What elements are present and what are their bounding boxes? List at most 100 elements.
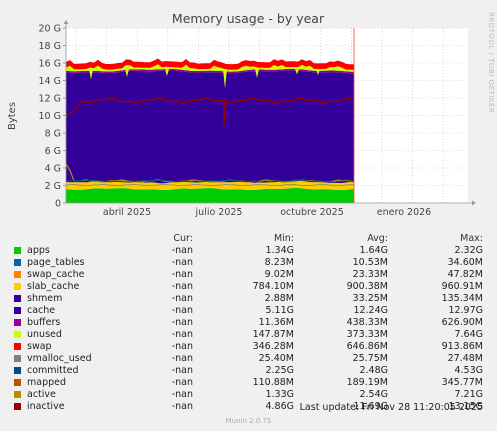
legend-avg: 33.25M [352, 293, 388, 304]
buffers-area [66, 68, 354, 74]
legend-max: 7.21G [454, 389, 483, 400]
chart-axes: 0 2 G 4 G 6 G 8 G 10 G 12 G 14 G 16 G 18 G 20 G abr… [39, 20, 476, 218]
x-tick-label: julio 2025 [195, 207, 243, 218]
y-tick-label: 2 G [45, 181, 61, 192]
legend-cur: -nan [171, 317, 193, 328]
legend-avg: 10.53M [352, 257, 388, 268]
legend-name: inactive [27, 401, 65, 412]
legend-min: 147.87M [252, 329, 294, 340]
legend-swatch [14, 247, 21, 254]
legend-table: Cur: Min: Avg: Max: apps -nan 1.34G 1.64G 2.… [0, 233, 497, 413]
chart-areas [66, 58, 354, 203]
y-tick-label: 16 G [39, 59, 61, 70]
unused-spike [223, 69, 227, 89]
y-tick-label: 12 G [39, 94, 61, 105]
legend-max: 47.82M [447, 269, 483, 280]
cache-area [66, 70, 354, 184]
legend-swatch [14, 355, 21, 362]
legend-swatch [14, 307, 21, 314]
legend-name: slab_cache [27, 281, 80, 292]
legend-avg: 2.54G [359, 389, 388, 400]
legend-row: swap_cache -nan 9.02M 23.33M 47.82M [0, 269, 497, 281]
legend-max: 12.97G [448, 305, 483, 316]
legend-header-avg: Avg: [367, 233, 388, 244]
legend-cur: -nan [171, 257, 193, 268]
legend-cur: -nan [171, 401, 193, 412]
legend-swatch [14, 271, 21, 278]
legend-row: mapped -nan 110.88M 189.19M 345.77M [0, 377, 497, 389]
legend-row: vmalloc_used -nan 25.40M 25.75M 27.48M [0, 353, 497, 365]
y-tick-label: 18 G [39, 41, 61, 52]
unused-spike [316, 69, 320, 76]
x-tick-label: enero 2026 [377, 207, 431, 218]
legend-header: Cur: Min: Avg: Max: [0, 233, 497, 245]
chart-title: Memory usage - by year [172, 11, 325, 26]
legend-max: 960.91M [441, 281, 483, 292]
legend-swatch [14, 403, 21, 410]
legend-min: 8.23M [264, 257, 294, 268]
legend-row: shmem -nan 2.88M 33.25M 135.34M [0, 293, 497, 305]
inactive-line [65, 97, 355, 117]
legend-name: shmem [27, 293, 63, 304]
legend-header-cur: Cur: [173, 233, 193, 244]
legend-cur: -nan [171, 305, 193, 316]
legend-cur: -nan [171, 353, 193, 364]
unused-spike [125, 69, 129, 77]
y-tick-label: 8 G [45, 129, 61, 140]
legend-avg: 12.24G [353, 305, 388, 316]
legend-name: page_tables [27, 257, 85, 268]
legend-swatch [14, 259, 21, 266]
legend-header-min: Min: [273, 233, 294, 244]
legend-min: 110.88M [252, 377, 294, 388]
legend-avg: 25.75M [352, 353, 388, 364]
unused-spike [255, 69, 259, 78]
legend-cur: -nan [171, 341, 193, 352]
legend-cur: -nan [171, 377, 193, 388]
unused-spike [165, 69, 169, 77]
swap-area [66, 58, 354, 70]
legend-avg: 23.33M [352, 269, 388, 280]
legend-min: 4.86G [265, 401, 294, 412]
legend-cur: -nan [171, 389, 193, 400]
legend-name: apps [27, 245, 50, 256]
legend-cur: -nan [171, 269, 193, 280]
unused-spike [295, 69, 299, 75]
legend-row: committed -nan 2.25G 2.48G 4.53G [0, 365, 497, 377]
legend-rows: apps -nan 1.34G 1.64G 2.32G page_tables -nan 8.… [0, 245, 497, 413]
legend-min: 346.28M [252, 341, 294, 352]
legend-row: apps -nan 1.34G 1.64G 2.32G [0, 245, 497, 257]
legend-swatch [14, 331, 21, 338]
legend-row: swap -nan 346.28M 646.86M 913.86M [0, 341, 497, 353]
legend-min: 5.11G [265, 305, 294, 316]
legend-avg: 438.33M [346, 317, 388, 328]
legend-name: active [27, 389, 56, 400]
legend-min: 1.34G [265, 245, 294, 256]
legend-max: 34.60M [447, 257, 483, 268]
legend-row: cache -nan 5.11G 12.24G 12.97G [0, 305, 497, 317]
y-tick-label: 6 G [45, 146, 61, 157]
legend-name: committed [27, 365, 79, 376]
legend-row: page_tables -nan 8.23M 10.53M 34.60M [0, 257, 497, 269]
y-tick-label: 20 G [39, 24, 61, 35]
legend-name: swap [27, 341, 52, 352]
legend-max: 4.53G [454, 365, 483, 376]
legend-min: 9.02M [264, 269, 294, 280]
legend-name: swap_cache [27, 269, 85, 280]
rrdtool-credit: RRDTOOL / TOBI OETIKER [487, 12, 495, 114]
memory-chart: 0 2 G 4 G 6 G 8 G 10 G 12 G 14 G 16 G 18 G 20 G abr… [7, 11, 476, 218]
y-axis-arrow [63, 20, 69, 24]
legend-cur: -nan [171, 365, 193, 376]
unused-spike [89, 69, 93, 80]
legend-avg: 2.48G [359, 365, 388, 376]
legend-name: mapped [27, 377, 67, 388]
x-axis-arrow [472, 200, 476, 206]
y-tick-label: 0 [55, 199, 61, 210]
legend-avg: 1.64G [359, 245, 388, 256]
legend-avg: 11.69G [353, 401, 388, 412]
unused-area [66, 64, 354, 72]
legend-name: cache [27, 305, 56, 316]
legend-row: inactive -nan 4.86G 11.69G 13.15G [0, 401, 497, 413]
legend-cur: -nan [171, 281, 193, 292]
inactive-dip [223, 99, 227, 127]
legend-max: 2.32G [454, 245, 483, 256]
